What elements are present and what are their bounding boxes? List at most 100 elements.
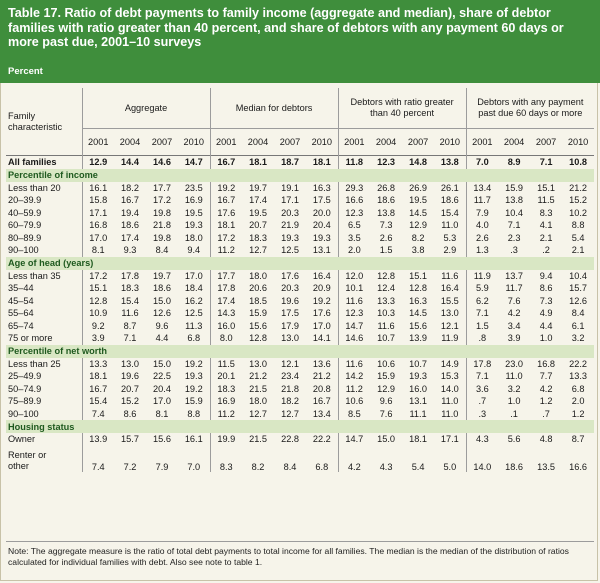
table-cell: 12.9 (409, 220, 428, 231)
table-cell: 19.3 (184, 371, 203, 382)
table-cell: 12.8 (377, 270, 396, 281)
table-cell: 26.9 (409, 182, 428, 193)
table-cell: 8.8 (187, 408, 201, 419)
unit-label: Percent (8, 66, 43, 77)
table-row: 90–100 7.4 8.6 8.1 8.8 11.2 12.7 12.7 13.4 8.5 7.6… (6, 407, 594, 420)
table-cell: 3.9 (81, 332, 114, 345)
section-header-row: Housing status (6, 420, 595, 433)
row-label: 80–89.9 (8, 232, 42, 243)
table-cell: 14.7 (337, 433, 371, 446)
table-cell: 1.2 (571, 408, 585, 419)
table-cell: 12.4 (377, 283, 396, 294)
table-cell: 11.0 (441, 220, 459, 231)
table-cell: 26.8 (377, 182, 396, 193)
table-cell: 12.8 (249, 333, 267, 344)
table-cell: 19.7 (153, 270, 171, 281)
table-cell: 29.3 (337, 181, 371, 194)
table-row: 90–100 8.1 9.3 8.4 9.4 11.2 12.7 12.5 13.1 2.0 1.5… (6, 244, 594, 257)
table-cell: 15.9 (184, 396, 203, 407)
table-cell: 11.9 (441, 333, 459, 344)
note-divider (6, 541, 594, 542)
table-cell: 22.5 (153, 371, 171, 382)
table-cell: 11.6 (337, 294, 371, 307)
table-cell: 19.2 (209, 181, 243, 194)
table-cell: 15.2 (569, 195, 588, 206)
table-cell: 11.2 (209, 244, 243, 257)
row-label: 65–74 (8, 320, 34, 331)
table-cell: 17.5 (312, 195, 331, 206)
table-cell: 12.1 (440, 320, 459, 331)
table-cell: 17.4 (121, 232, 139, 243)
table-cell: .2 (542, 245, 550, 256)
table-cell: 12.3 (337, 206, 371, 219)
table-cell: 18.1 (81, 370, 114, 383)
table-cell: 6.8 (571, 383, 585, 394)
year-header: 2001 (337, 128, 371, 156)
table-cell: 7.0 (187, 461, 201, 472)
table-cell: 7.0 (465, 155, 499, 169)
table-cell: 13.0 (249, 358, 267, 369)
table-cell: 13.8 (505, 195, 524, 206)
table-row: Less than 20 16.1 18.2 17.7 23.5 19.2 19.7 19.1… (6, 181, 594, 194)
table-cell: 8.4 (155, 245, 169, 256)
table-cell: 15.0 (153, 358, 171, 369)
table-row: 60–79.9 16.8 18.6 21.8 19.3 18.1 20.7 21.9 20.4 6… (6, 219, 594, 232)
table-cell: 7.6 (507, 295, 521, 306)
table-cell: 13.5 (537, 461, 556, 472)
table-row: 45–54 12.8 15.4 15.0 16.2 17.4 18.5 19.6 19.2 11.… (6, 294, 594, 307)
table-cell: 18.7 (281, 157, 299, 168)
table-cell: 8.3 (539, 207, 553, 218)
table-cell: 19.2 (184, 383, 203, 394)
table-cell: 10.7 (377, 333, 396, 344)
table-cell: 16.8 (81, 219, 114, 232)
table-cell: 8.9 (507, 157, 521, 168)
table-note: Note: The aggregate measure is the ratio… (8, 546, 569, 567)
aggregate-header: Aggregate (81, 88, 211, 129)
table-cell: 20.3 (281, 207, 299, 218)
table-cell: 9.6 (379, 396, 393, 407)
table-row: 35–44 15.1 18.3 18.6 18.4 17.8 20.6 20.3 20.9 10.… (6, 282, 594, 295)
table-cell: 17.0 (81, 231, 114, 244)
table-cell: 7.9 (465, 206, 499, 219)
table-row: 20–39.9 15.8 16.7 17.2 16.9 16.7 17.4 17.1 17.5 1… (6, 194, 594, 207)
table-cell: 3.5 (337, 231, 371, 244)
ratio-over-40-header: Debtors with ratio greater than 40 perce… (337, 88, 467, 129)
table-cell: 6.2 (465, 294, 499, 307)
table-cell: 4.2 (539, 383, 553, 394)
table-cell: 15.1 (537, 182, 556, 193)
table-cell: 15.7 (569, 283, 588, 294)
table-cell: 7.1 (123, 333, 137, 344)
table-cell: 7.1 (507, 220, 521, 231)
table-cell: 23.5 (184, 182, 203, 193)
table-cell: 7.6 (379, 408, 393, 419)
table-cell: 17.9 (281, 320, 299, 331)
table-cell: 19.2 (184, 358, 203, 369)
table-cell: 17.6 (209, 206, 243, 219)
table-cell: 18.6 (505, 461, 524, 472)
row-label: 35–44 (8, 283, 34, 294)
table-cell: 16.1 (184, 434, 203, 445)
table-cell: 18.3 (249, 232, 267, 243)
table-cell: 20.7 (249, 220, 267, 231)
table-cell: 14.0 (465, 445, 499, 472)
table-cell: 10.3 (377, 308, 396, 319)
table-cell: 23.0 (505, 358, 524, 369)
table-cell: 22.2 (312, 434, 331, 445)
table-cell: 15.9 (505, 182, 524, 193)
table-cell: 14.6 (153, 157, 171, 168)
table-cell: 19.1 (281, 182, 299, 193)
table-cell: 8.5 (337, 407, 371, 420)
table-cell: 15.0 (377, 434, 396, 445)
year-header: 2004 (375, 137, 397, 147)
table-cell: 12.9 (81, 155, 114, 169)
table-cell: 4.3 (379, 461, 393, 472)
year-header: 2007 (279, 137, 301, 147)
table-cell: 7.1 (465, 370, 499, 383)
table-cell: 20.9 (312, 283, 331, 294)
table-cell: 21.8 (153, 220, 171, 231)
table-cell: 19.5 (184, 207, 203, 218)
table-cell: 1.3 (465, 244, 499, 257)
table-cell: 4.3 (465, 433, 499, 446)
year-header: 2010 (183, 137, 204, 147)
table-cell: 7.3 (379, 220, 393, 231)
